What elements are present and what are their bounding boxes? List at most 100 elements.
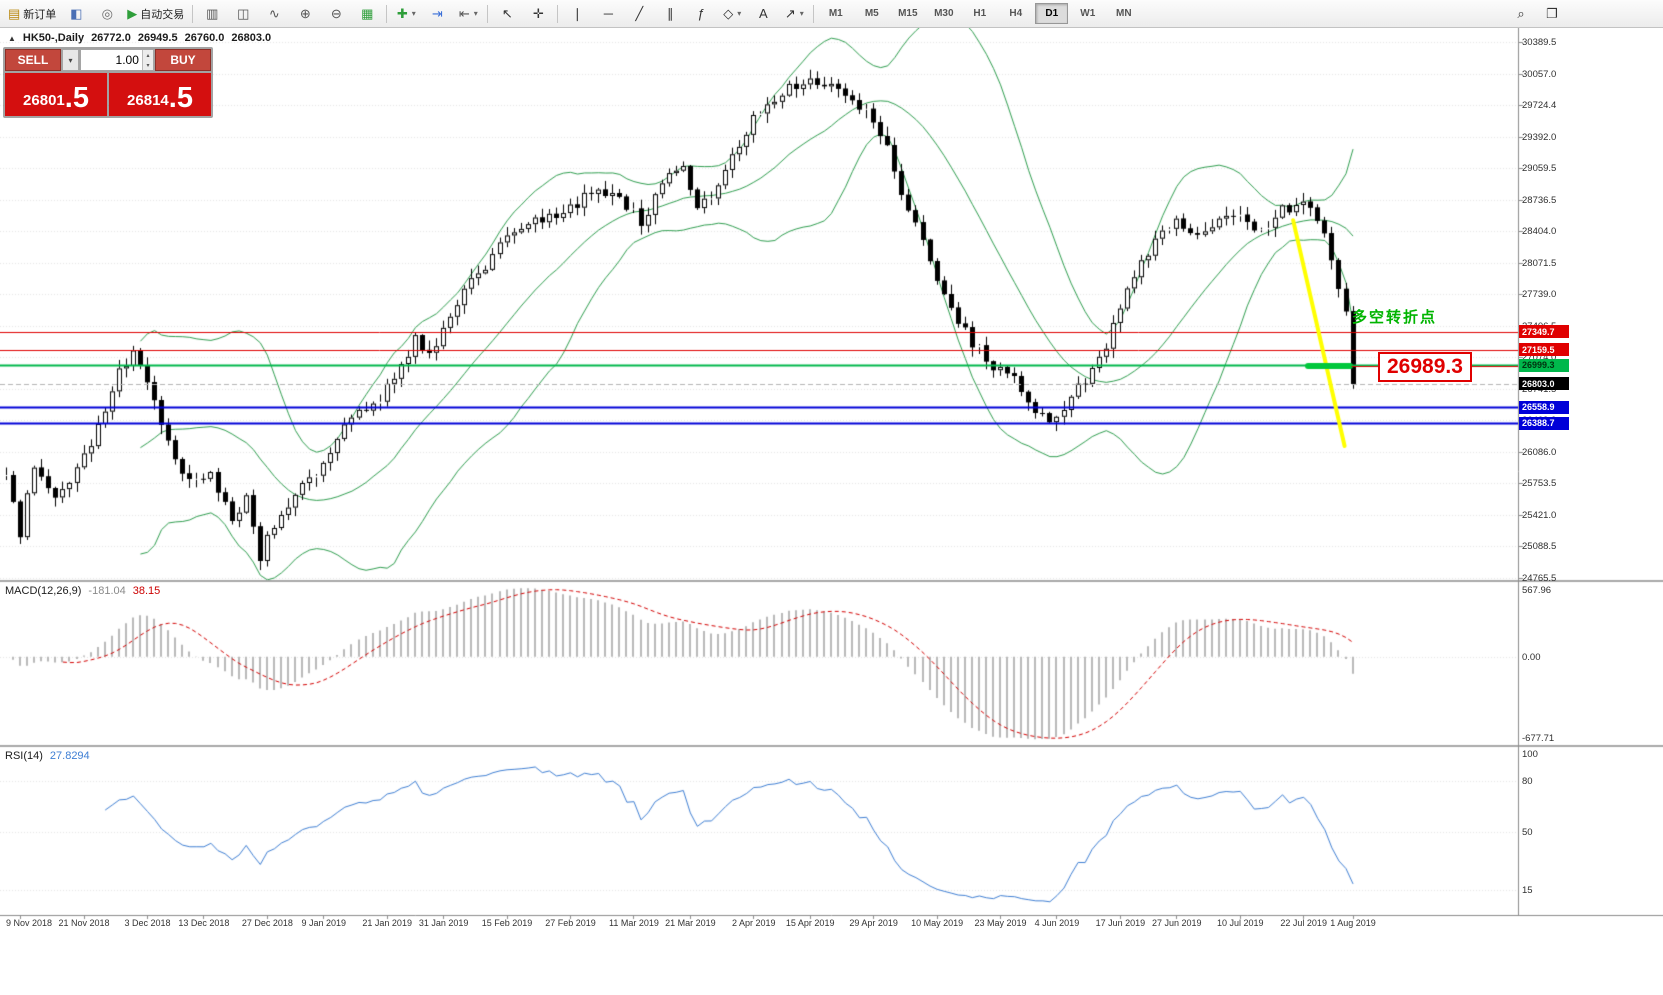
rsi-axis-label: 80 — [1522, 776, 1533, 788]
auto-trading-button[interactable]: ▶ 自动交易 — [123, 2, 188, 26]
fibonacci-button[interactable]: ƒ — [686, 2, 716, 26]
zoom-out-button[interactable]: ⊖ — [321, 2, 351, 26]
price-axis-label: 29392.0 — [1522, 131, 1557, 143]
timeframe-w1-button[interactable]: W1 — [1080, 8, 1096, 19]
date-axis-label: 27 Dec 2018 — [241, 918, 293, 928]
timeframe-d1-button[interactable]: D1 — [1035, 3, 1069, 24]
timeframe-h1-button[interactable]: H1 — [973, 8, 987, 19]
fibonacci-icon: ƒ — [697, 6, 705, 21]
price-axis-label: 24765.5 — [1522, 573, 1557, 584]
line-chart-button[interactable]: ∿ — [259, 2, 289, 26]
volume-dropdown-button[interactable]: ▾ — [62, 49, 79, 71]
new-chart-dropdown-icon[interactable]: ▾ — [411, 9, 416, 18]
trend-line-button[interactable]: ╱ — [624, 2, 654, 26]
auto-scroll-button[interactable]: ⇥ — [422, 2, 452, 26]
shapes-button[interactable]: ◇ ▾ — [717, 2, 747, 26]
macd-name: MACD(12,26,9) — [5, 585, 82, 597]
candles-chart-button[interactable]: ◫ — [228, 2, 258, 26]
macd-axis-label: -677.71 — [1522, 733, 1555, 744]
turning-point-label[interactable]: 多空转折点 — [1352, 309, 1438, 326]
chart-title: ▲ HK50-,Daily 26772.0 26949.5 26760.0 26… — [8, 32, 271, 44]
sell-price-button[interactable]: 26801 .5 — [5, 73, 107, 116]
ohlc-open: 26772.0 — [91, 32, 131, 44]
current-price-badge[interactable]: 26803.0 — [1519, 377, 1569, 391]
select-pointer-button[interactable]: ❐ — [1537, 2, 1567, 26]
line-chart-icon: ∿ — [268, 6, 280, 21]
timeframe-m15-button[interactable]: M15 — [898, 8, 918, 19]
toolbar-separator — [386, 4, 388, 23]
new-chart-button[interactable]: ✚ ▾ — [391, 2, 421, 26]
buy-price-main: 26814 — [127, 92, 169, 109]
channel-button[interactable]: ∥ — [655, 2, 685, 26]
sell-price-main: 26801 — [23, 92, 65, 109]
timeframe-m30-button[interactable]: M30 — [934, 8, 954, 19]
date-axis-label: 27 Feb 2019 — [545, 918, 596, 928]
bars-chart-icon: ▥ — [206, 6, 219, 21]
date-axis-label: 10 May 2019 — [911, 918, 964, 928]
buy-price-big-digit: .5 — [168, 82, 193, 114]
buy-price-button[interactable]: 26814 .5 — [109, 73, 211, 116]
price-line-badge[interactable]: 26999.3 — [1519, 358, 1569, 372]
vertical-line-button[interactable]: ❘ — [562, 2, 592, 26]
chart-canvas[interactable] — [0, 28, 1663, 935]
macd-main-value: -181.04 — [88, 585, 126, 597]
date-axis-label: 31 Jan 2019 — [418, 918, 469, 928]
price-line-badge[interactable]: 27349.7 — [1519, 325, 1569, 339]
alerts-icon: ◎ — [101, 6, 113, 21]
volume-input[interactable] — [81, 50, 142, 70]
date-axis-label: 2 Apr 2019 — [732, 918, 776, 928]
vertical-line-icon: ❘ — [571, 6, 583, 21]
cursor-button[interactable]: ↖ — [492, 2, 522, 26]
trend-line-icon: ╱ — [635, 6, 644, 21]
zoom-in-button[interactable]: ⊕ — [290, 2, 320, 26]
price-line-badge[interactable]: 26558.9 — [1519, 400, 1569, 414]
tile-windows-button[interactable]: ▦ — [352, 2, 382, 26]
new-order-icon: ▤ — [8, 6, 21, 21]
date-axis-label: 23 May 2019 — [974, 918, 1027, 928]
zoom-in-icon: ⊕ — [299, 6, 311, 21]
buy-button[interactable]: BUY — [155, 49, 211, 71]
date-axis-label: 11 Mar 2019 — [609, 918, 659, 928]
shapes-dropdown-icon[interactable]: ▾ — [737, 9, 742, 18]
bars-chart-button[interactable]: ▥ — [197, 2, 227, 26]
toolbar-separator — [557, 4, 559, 23]
arrows-dropdown-icon[interactable]: ▾ — [799, 9, 804, 18]
date-axis-label: 22 Jul 2019 — [1280, 918, 1327, 928]
symbol-search-button[interactable]: ⌕ — [1506, 2, 1536, 26]
auto-trading-label: 自动交易 — [140, 8, 185, 21]
price-axis-label: 29724.4 — [1522, 100, 1557, 112]
ohlc-low: 26760.0 — [184, 32, 225, 44]
text-button[interactable]: A — [748, 2, 778, 26]
horizontal-line-icon: ─ — [603, 6, 613, 21]
candles-chart-icon: ◫ — [237, 6, 250, 21]
chart-shift-button[interactable]: ⇤ ▾ — [453, 2, 483, 26]
volume-step-up-button[interactable]: ▴ — [142, 50, 153, 60]
sell-button[interactable]: SELL — [5, 49, 61, 71]
price-line-badge[interactable]: 26388.7 — [1519, 416, 1569, 430]
new-order-button[interactable]: ▤ 新订单 — [4, 2, 60, 26]
search-icon: ⌕ — [1517, 6, 1525, 21]
chart-shift-dropdown-icon[interactable]: ▾ — [473, 9, 478, 18]
price-axis-label: 27739.0 — [1522, 289, 1557, 301]
symbol-period-label: HK50-,Daily — [22, 32, 85, 44]
arrows-button[interactable]: ↗ ▾ — [779, 2, 809, 26]
toolbar-separator — [487, 4, 489, 23]
crosshair-button[interactable]: ✛ — [523, 2, 553, 26]
horizontal-line-button[interactable]: ─ — [593, 2, 623, 26]
volume-step-down-button[interactable]: ▾ — [142, 60, 153, 70]
profiles-button[interactable]: ◧ — [61, 2, 91, 26]
timeframe-m5-button[interactable]: M5 — [864, 8, 879, 19]
timeframe-mn-button[interactable]: MN — [1116, 8, 1132, 19]
price-flag-label[interactable]: 26989.3 — [1378, 352, 1472, 382]
timeframe-h4-button[interactable]: H4 — [1009, 8, 1023, 19]
volume-field: ▴ ▾ — [80, 49, 154, 71]
ohlc-close: 26803.0 — [231, 32, 272, 44]
timeframe-m1-button[interactable]: M1 — [828, 8, 843, 19]
alerts-button[interactable]: ◎ — [92, 2, 122, 26]
macd-axis-label: 0.00 — [1522, 651, 1541, 663]
price-line-badge[interactable]: 27159.5 — [1519, 343, 1569, 357]
channel-icon: ∥ — [667, 6, 674, 21]
date-axis-label: 29 Apr 2019 — [849, 918, 898, 928]
auto-scroll-icon: ⇥ — [431, 6, 443, 21]
price-axis-label: 28736.5 — [1522, 194, 1557, 206]
